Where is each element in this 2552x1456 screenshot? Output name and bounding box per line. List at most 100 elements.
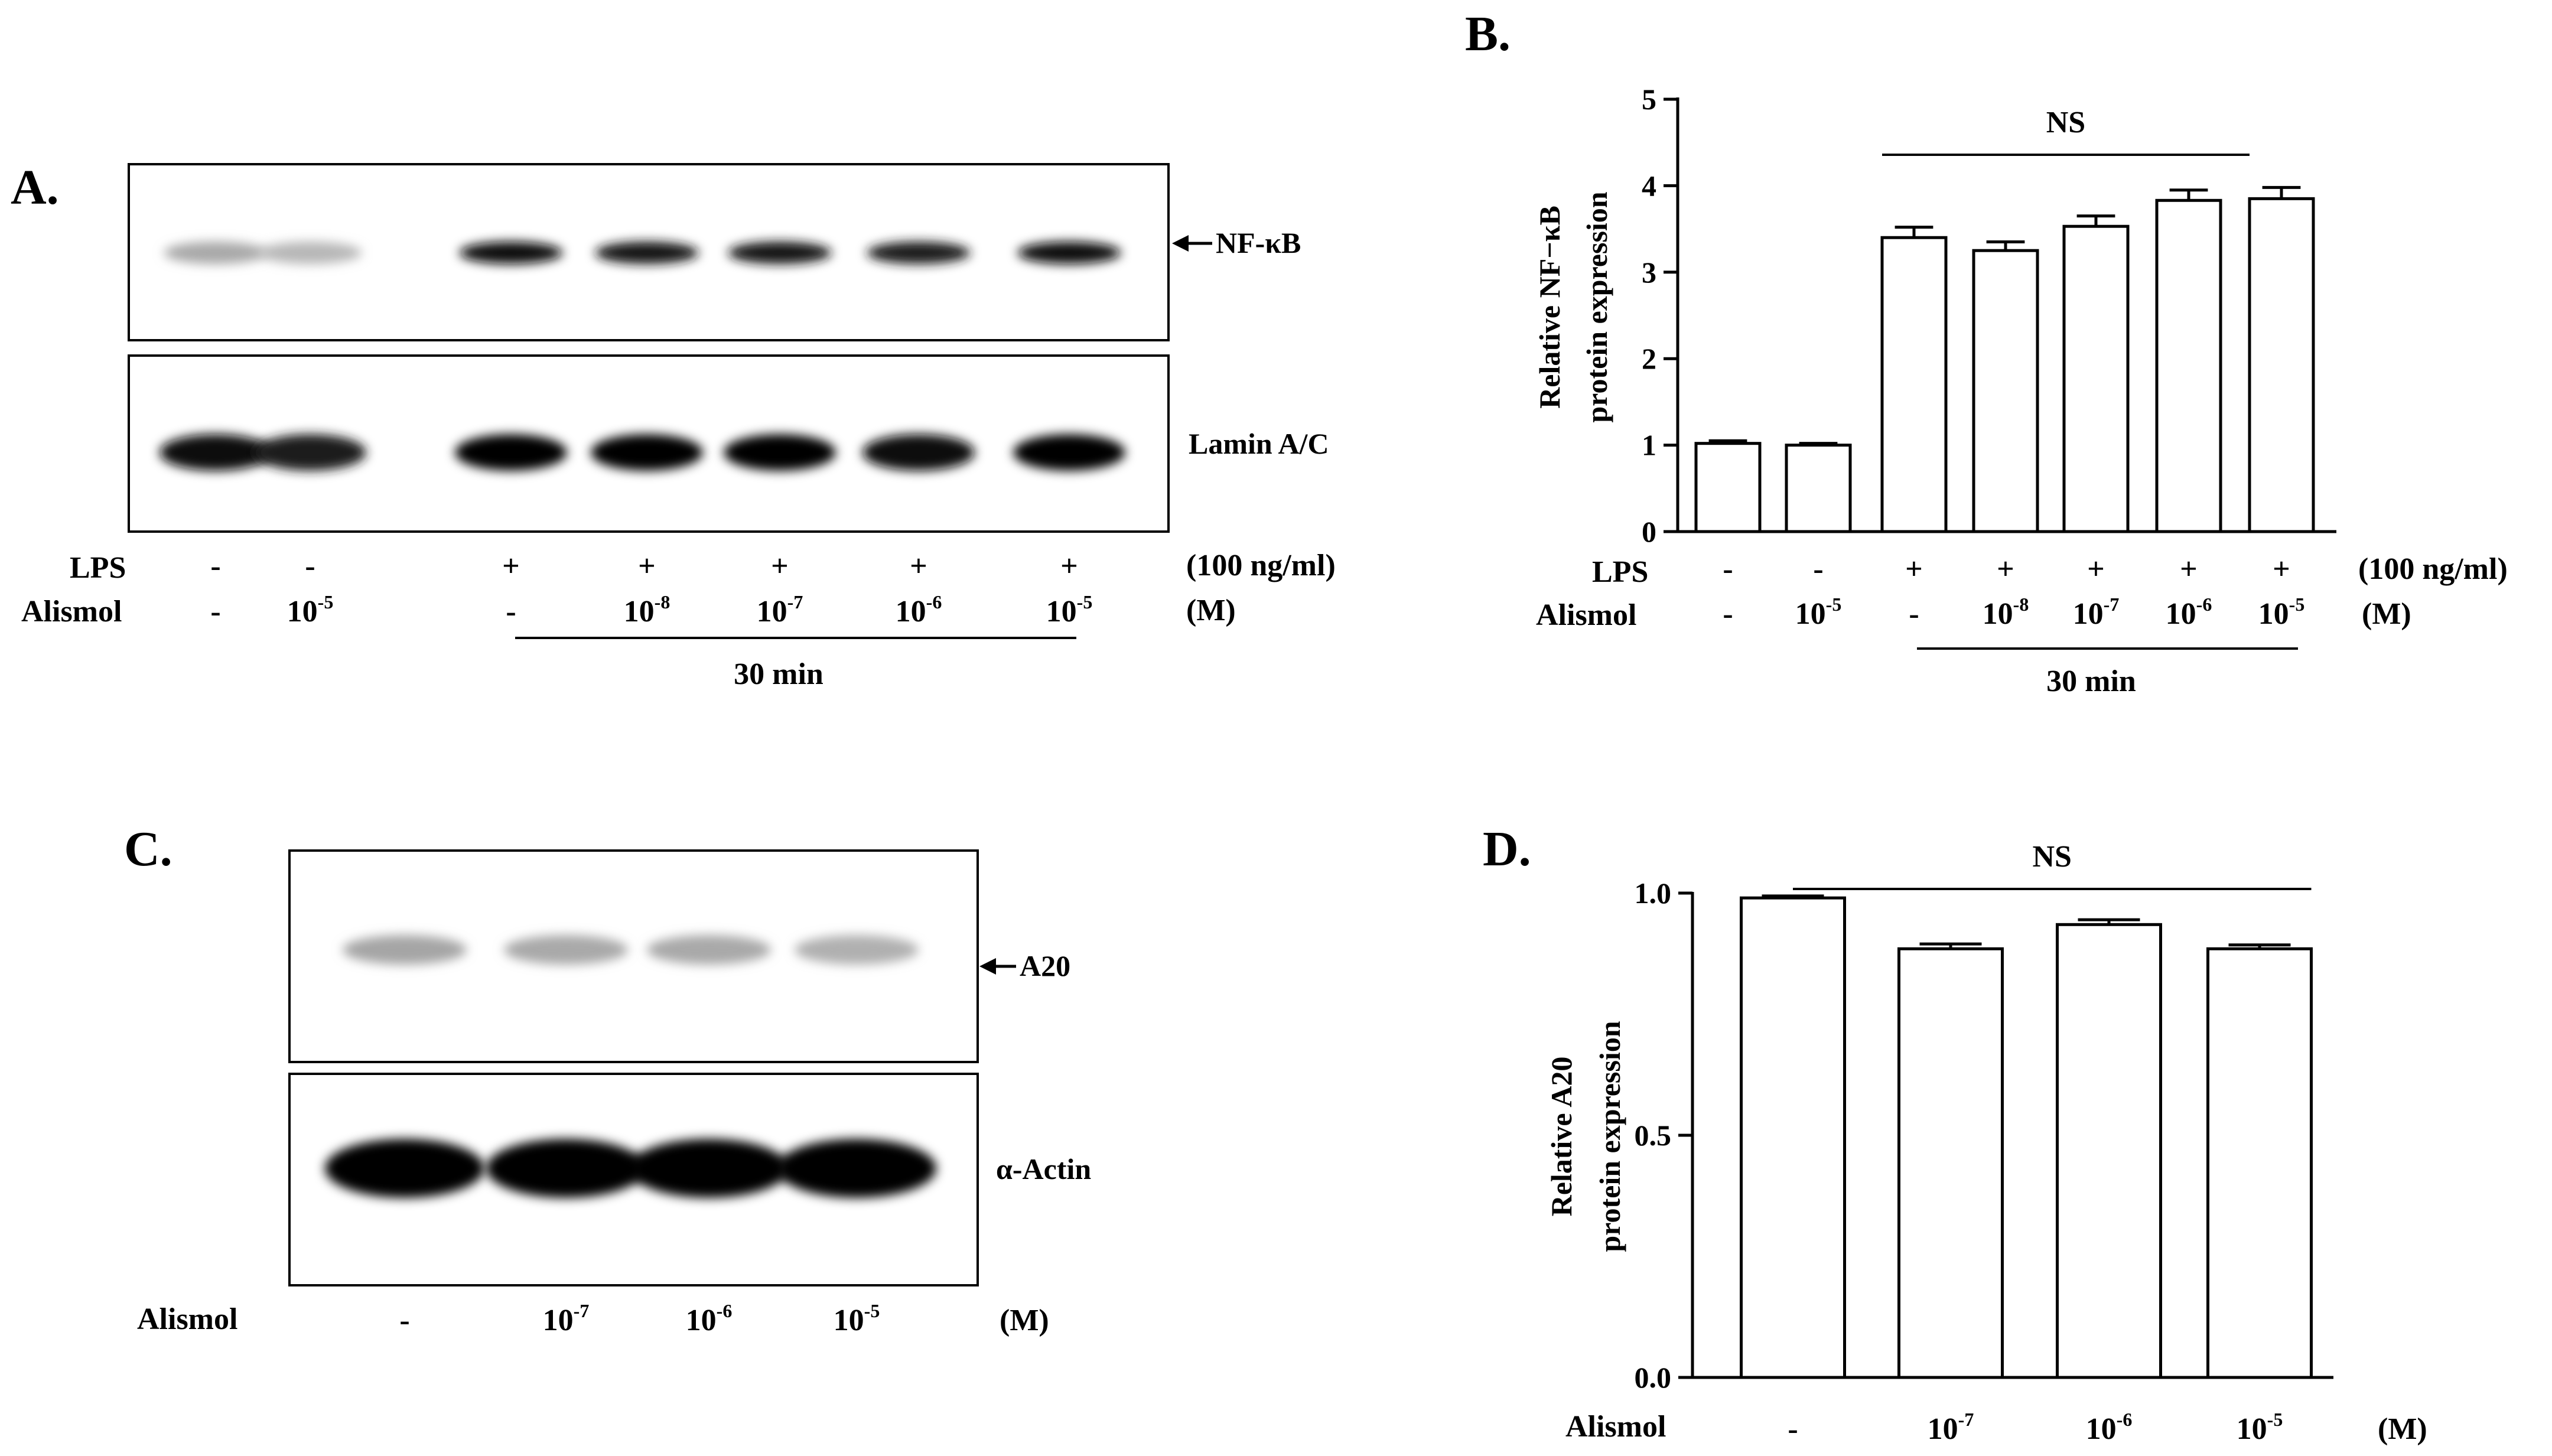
ns-label: NS	[2046, 106, 2085, 139]
a-lps-cell: +	[502, 549, 520, 583]
a-alismol-cell: 10-5	[287, 591, 334, 628]
blot-band	[777, 1139, 936, 1198]
lamin-band-label: Lamin A/C	[1189, 427, 1329, 460]
bar	[1880, 236, 1948, 533]
a-lps-cell: -	[210, 549, 220, 583]
b-y-ticks: 0 1 2 3 4 5	[1642, 83, 1678, 548]
b-alismol-cell: 10-7	[2073, 594, 2120, 631]
b-lps-cell: +	[2273, 552, 2290, 586]
d-alismol-cell: 10-5	[2237, 1409, 2283, 1446]
blot-band	[724, 434, 836, 471]
d-row-alismol-label: Alismol	[1565, 1410, 1666, 1444]
d-ns-annotation: NS	[1793, 840, 2312, 890]
d-alismol-cell: 10-6	[2086, 1409, 2133, 1446]
blot-band	[1013, 434, 1125, 471]
bar	[2248, 197, 2315, 533]
d-row-alismol-cells: - 10-7 10-6 10-5	[1788, 1409, 2283, 1446]
ns-label: NS	[2033, 840, 2072, 874]
blot-band	[629, 1139, 789, 1198]
bar	[2062, 224, 2130, 533]
panel-a: A. NF-κB Lamin A/C LPS Alismol - - + + + + + -…	[11, 160, 1336, 691]
c-alismol-cell: 10-7	[543, 1300, 590, 1337]
b-lps-cell: +	[2180, 552, 2198, 586]
d-bars	[1740, 894, 2313, 1379]
b-alismol-cell: 10-5	[2258, 594, 2305, 631]
actin-band-label: α-Actin	[996, 1152, 1091, 1185]
a-alismol-cell: 10-6	[896, 591, 942, 628]
b-row-alismol-cells: - 10-5 - 10-8 10-7 10-6 10-5	[1723, 594, 2304, 631]
blot-band	[459, 242, 563, 264]
b-alismol-unit: (M)	[2362, 597, 2411, 631]
c-alismol-cell: -	[399, 1304, 409, 1337]
blot-band	[504, 935, 628, 965]
panel-b-label: B.	[1465, 6, 1511, 61]
c-row-alismol-label: Alismol	[137, 1302, 237, 1336]
y-tick-label: 5	[1642, 83, 1656, 116]
b-lps-cell: -	[1723, 552, 1733, 586]
d-ylabel-line1: Relative A20	[1545, 1057, 1578, 1217]
a20-band-label: A20	[1020, 949, 1070, 982]
bar	[1972, 249, 2039, 533]
blot-band	[254, 434, 366, 471]
a-lps-cell: +	[1060, 549, 1078, 583]
bar	[2206, 947, 2313, 1379]
a-alismol-cell: -	[506, 595, 516, 628]
d-alismol-cell: 10-7	[1928, 1409, 1974, 1446]
y-tick-label: 0.0	[1635, 1361, 1672, 1394]
a-row-lps-cells: - - + + + + +	[210, 549, 1078, 583]
d-ylabel-line2: protein expression	[1593, 1021, 1626, 1252]
c-alismol-cell: 10-6	[686, 1300, 733, 1337]
d-alismol-cell: -	[1788, 1412, 1798, 1446]
blot-band	[795, 935, 919, 965]
panel-c: C. A20 α-Actin Alismol - 10-7 10-6 10-5 (M)	[124, 822, 1091, 1337]
b-lps-cell: -	[1813, 552, 1823, 586]
blot-band	[455, 434, 567, 471]
b-bars	[1694, 185, 2315, 533]
a-alismol-cell: -	[210, 595, 220, 628]
blot-band	[728, 242, 832, 264]
a-alismol-cell: 10-7	[757, 591, 803, 628]
blot-band	[343, 935, 467, 965]
blot-band	[164, 242, 268, 264]
blot-band	[1017, 242, 1121, 264]
a-lps-cell: -	[305, 549, 315, 583]
blot-band	[647, 935, 771, 965]
b-time-label: 30 min	[2046, 665, 2136, 698]
y-tick-label: 1	[1642, 429, 1656, 462]
blot-band	[325, 1139, 484, 1198]
blot-band	[591, 434, 703, 471]
blot-band	[160, 434, 272, 471]
a-time-label: 30 min	[734, 657, 823, 691]
panel-a-label: A.	[11, 160, 59, 215]
nfkb-arrow-head-icon	[1172, 235, 1189, 252]
a-alismol-unit: (M)	[1186, 594, 1236, 627]
b-ns-annotation: NS	[1882, 106, 2250, 156]
bar	[2155, 198, 2222, 533]
b-lps-cell: +	[2087, 552, 2105, 586]
b-lps-cell: +	[1905, 552, 1923, 586]
blot-band	[595, 242, 699, 264]
blot-band	[867, 242, 971, 264]
b-alismol-cell: 10-5	[1795, 594, 1842, 631]
bar	[1694, 442, 1762, 533]
y-tick-label: 0.5	[1635, 1119, 1672, 1152]
a-alismol-cell: 10-5	[1046, 591, 1093, 628]
a20-bands	[343, 935, 919, 965]
y-tick-label: 2	[1642, 342, 1656, 375]
lamin-bands	[160, 434, 1125, 471]
panel-d-label: D.	[1483, 822, 1531, 877]
a-lps-cell: +	[638, 549, 656, 583]
b-alismol-cell: 10-8	[1983, 594, 2029, 631]
d-y-ticks: 0.0 0.5 1.0	[1635, 877, 1692, 1394]
blot-band	[486, 1139, 646, 1198]
y-tick-label: 3	[1642, 256, 1656, 289]
a-row-alismol-cells: - 10-5 - 10-8 10-7 10-6 10-5	[210, 591, 1092, 628]
b-row-alismol-label: Alismol	[1536, 598, 1636, 632]
a-lps-unit: (100 ng/ml)	[1186, 549, 1336, 582]
bar	[1740, 896, 1846, 1379]
blot-band	[862, 434, 975, 471]
panel-c-label: C.	[124, 822, 172, 877]
b-alismol-cell: -	[1909, 597, 1919, 631]
b-lps-cell: +	[1997, 552, 2014, 586]
